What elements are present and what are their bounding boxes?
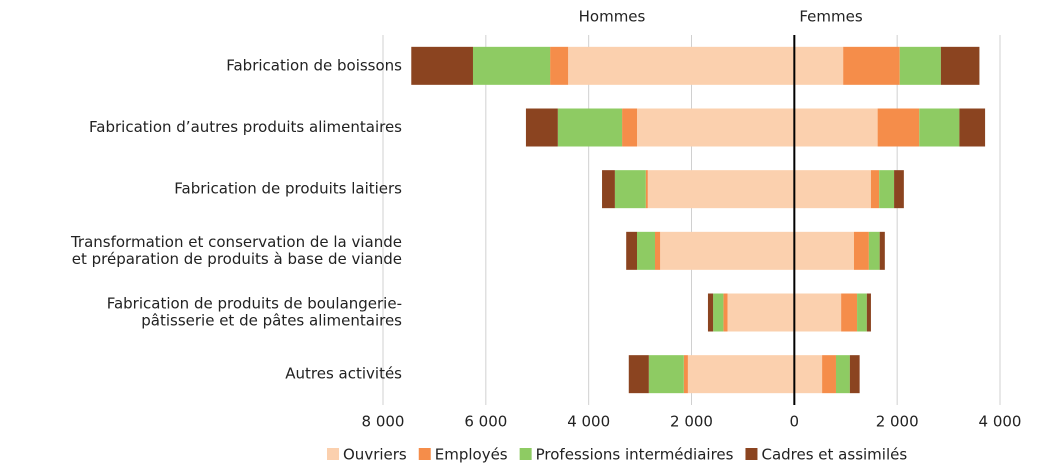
bar-segment — [660, 231, 795, 270]
category-label: pâtisserie et de pâtes alimentaires — [141, 312, 402, 330]
bar-segment — [647, 170, 795, 209]
bar-segment — [794, 293, 842, 332]
legend-swatch — [327, 448, 339, 460]
bar-segment — [687, 355, 795, 394]
bar-segment — [472, 46, 551, 85]
x-tick-label: 0 — [790, 413, 800, 431]
bar-segment — [602, 170, 615, 209]
legend-swatch — [418, 448, 431, 460]
bar-segment — [628, 355, 649, 394]
bar-segment — [794, 108, 878, 147]
bar-segment — [525, 108, 558, 147]
bar-segment — [645, 170, 648, 209]
bar-segment — [940, 46, 980, 85]
bar-segment — [568, 46, 795, 85]
x-tick-label: 4 000 — [567, 413, 610, 431]
side-label: Femmes — [799, 8, 862, 26]
legend-swatch — [745, 448, 758, 460]
x-tick-label: 2 000 — [670, 413, 713, 431]
bar-segment — [648, 355, 684, 394]
bar-segment — [877, 108, 920, 147]
category-label: et préparation de produits à base de via… — [72, 250, 402, 268]
bar-segment — [919, 108, 960, 147]
bar-segment — [866, 293, 871, 332]
bar-segment — [723, 293, 728, 332]
bar-segment — [626, 231, 637, 270]
bar-segment — [622, 108, 637, 147]
bar-segment — [835, 355, 850, 394]
bar-segment — [794, 170, 871, 209]
bar-segment — [794, 46, 844, 85]
bar-segment — [614, 170, 646, 209]
bar-segment — [683, 355, 688, 394]
legend-label: Ouvriers — [343, 446, 407, 464]
legend-label: Cadres et assimilés — [761, 446, 907, 464]
bar-segment — [411, 46, 473, 85]
bar-segment — [550, 46, 569, 85]
bar-segment — [853, 231, 869, 270]
bar-segment — [857, 293, 867, 332]
legend-label: Professions intermédiaires — [536, 446, 734, 464]
legend-label: Employés — [435, 446, 508, 464]
category-label: Fabrication de produits laitiers — [174, 180, 402, 198]
category-label: Fabrication de boissons — [226, 56, 402, 74]
bar-segment — [879, 170, 895, 209]
bar-segment — [841, 293, 858, 332]
category-label: Transformation et conservation de la via… — [70, 233, 402, 251]
bar-segment — [636, 108, 795, 147]
bar-segment — [843, 46, 900, 85]
bar-segment — [794, 231, 854, 270]
x-tick-label: 6 000 — [464, 413, 507, 431]
bar-segment — [636, 231, 655, 270]
bar-segment — [654, 231, 661, 270]
side-label: Hommes — [579, 8, 646, 26]
bar-segment — [899, 46, 941, 85]
bar-segment — [879, 231, 885, 270]
bar-segment — [870, 170, 880, 209]
x-tick-label: 4 000 — [979, 413, 1022, 431]
bar-segment — [713, 293, 724, 332]
category-label: Fabrication d’autres produits alimentair… — [89, 118, 402, 136]
x-tick-label: 2 000 — [876, 413, 919, 431]
bar-segment — [557, 108, 623, 147]
bar-segment — [894, 170, 904, 209]
bar-segment — [959, 108, 986, 147]
category-label: Fabrication de produits de boulangerie- — [107, 295, 402, 313]
category-label: Autres activités — [285, 365, 402, 383]
legend-swatch — [519, 448, 532, 460]
x-tick-label: 8 000 — [362, 413, 405, 431]
bar-segment — [707, 293, 714, 332]
bar-segment — [868, 231, 880, 270]
bar-segment — [849, 355, 860, 394]
bar-segment — [794, 355, 823, 394]
bar-segment — [822, 355, 836, 394]
bar-segment — [727, 293, 795, 332]
